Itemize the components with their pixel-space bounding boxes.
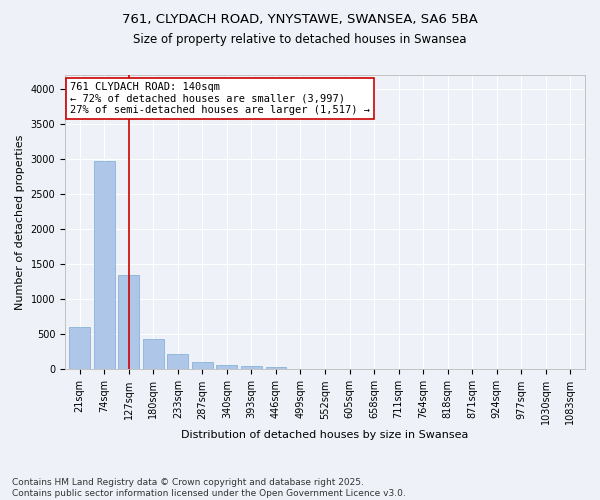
Text: 761 CLYDACH ROAD: 140sqm
← 72% of detached houses are smaller (3,997)
27% of sem: 761 CLYDACH ROAD: 140sqm ← 72% of detach… xyxy=(70,82,370,115)
Bar xyxy=(118,275,139,370)
Bar xyxy=(143,340,164,370)
Y-axis label: Number of detached properties: Number of detached properties xyxy=(15,134,25,310)
Bar xyxy=(241,366,262,370)
Bar xyxy=(266,366,286,370)
Text: Contains HM Land Registry data © Crown copyright and database right 2025.
Contai: Contains HM Land Registry data © Crown c… xyxy=(12,478,406,498)
X-axis label: Distribution of detached houses by size in Swansea: Distribution of detached houses by size … xyxy=(181,430,469,440)
Bar xyxy=(94,161,115,370)
Bar xyxy=(70,328,90,370)
Text: 761, CLYDACH ROAD, YNYSTAWE, SWANSEA, SA6 5BA: 761, CLYDACH ROAD, YNYSTAWE, SWANSEA, SA… xyxy=(122,12,478,26)
Bar xyxy=(192,362,213,370)
Text: Size of property relative to detached houses in Swansea: Size of property relative to detached ho… xyxy=(133,32,467,46)
Bar xyxy=(217,364,238,370)
Bar xyxy=(167,354,188,370)
